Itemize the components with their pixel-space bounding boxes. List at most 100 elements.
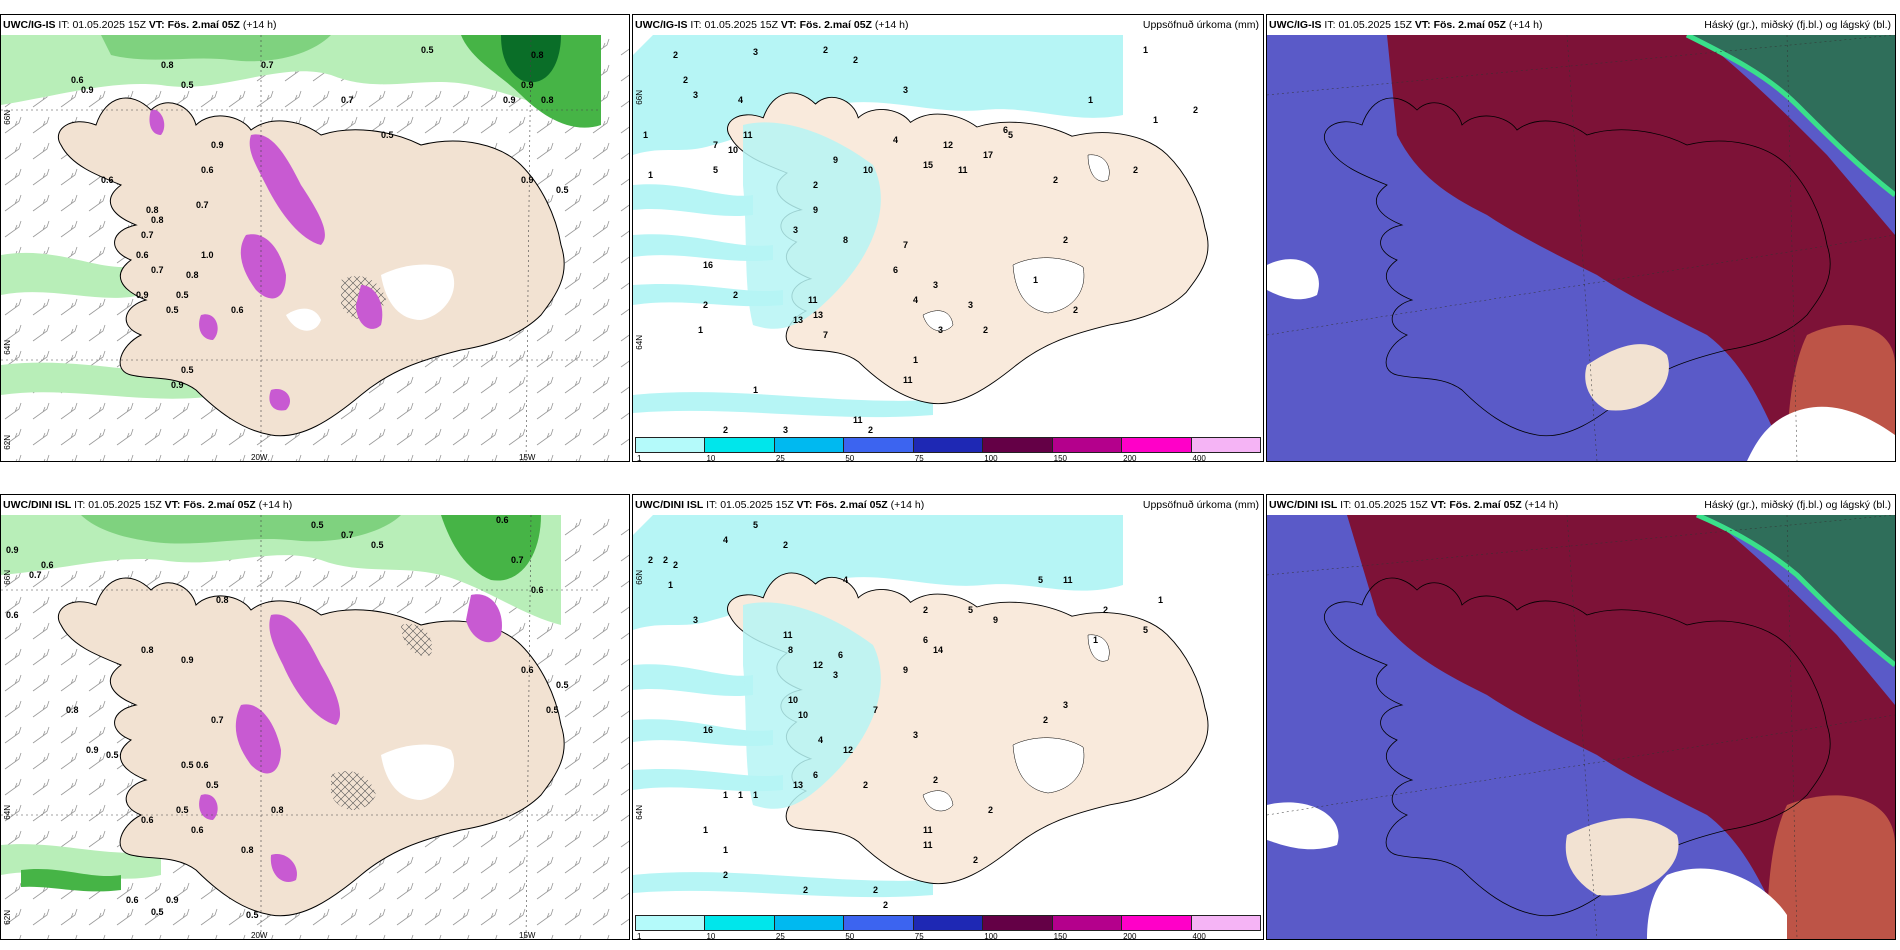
legend-swatch: 200 <box>1121 437 1191 461</box>
wind-zone-south <box>1 362 221 399</box>
it-label: IT: <box>1324 19 1336 31</box>
precip-blob-3 <box>356 285 383 329</box>
value-label: 9 <box>833 155 839 165</box>
value-label: 0.6 <box>136 250 149 260</box>
panel-top-middle: UWC/IG-IS IT: 01.05.2025 15Z VT: Fös. 2.… <box>632 14 1264 462</box>
value-label: 3 <box>938 325 944 335</box>
legend-swatch: 25 <box>773 437 844 461</box>
land-visible <box>1585 344 1669 411</box>
precip-blob-1 <box>249 134 325 245</box>
value-label: 2 <box>973 855 979 865</box>
legend-label: 25 <box>775 454 785 462</box>
value-label: 9 <box>993 615 999 625</box>
panel-bottom-left: UWC/DINI ISL IT: 01.05.2025 15Z VT: Fös.… <box>0 494 630 940</box>
value-label: 3 <box>968 300 974 310</box>
value-label: 10 <box>788 695 799 705</box>
source-label: UWC/IG-IS <box>1269 19 1322 31</box>
value-label: 7 <box>903 240 909 250</box>
legend-swatch: 75 <box>912 915 983 939</box>
value-label: 0.5 <box>181 760 194 770</box>
graticule-lon <box>260 35 532 461</box>
value-label: 2 <box>1133 165 1139 175</box>
value-label: 0.6 <box>496 515 509 525</box>
map-area: 5 2 4 2 2 3 4 2 1 2 5 6 9 14 11 10 5 3 6… <box>633 515 1263 939</box>
value-label: 3 <box>783 425 789 435</box>
value-label: 8 <box>843 235 849 245</box>
value-label: 2 <box>723 425 729 435</box>
value-label: 4 <box>818 735 824 745</box>
value-label: 1 <box>753 790 759 800</box>
lead-label: (+14 h) <box>874 19 909 31</box>
wind-zone-strongest <box>501 35 561 83</box>
value-label: 1 <box>753 385 759 395</box>
value-label: 0.9 <box>171 380 184 390</box>
value-label: 0.6 <box>101 175 114 185</box>
panel-title: UWC/DINI ISL IT: 01.05.2025 15Z VT: Fös.… <box>633 495 1263 515</box>
panel-top-right: UWC/IG-IS IT: 01.05.2025 15Z VT: Fös. 2.… <box>1266 14 1896 462</box>
legend-label: 10 <box>706 932 716 940</box>
value-label: 4 <box>723 535 729 545</box>
value-label: 2 <box>873 885 879 895</box>
legend-swatch: 150 <box>1051 915 1122 939</box>
precip-blob-4 <box>270 854 297 883</box>
precip-blob-2 <box>240 234 286 299</box>
value-label: 2 <box>933 775 939 785</box>
glacier-vatnajokull <box>381 264 455 320</box>
value-label: 0.6 <box>231 305 244 315</box>
vt-label: VT: Fös. 2.maí 05Z <box>1430 499 1522 511</box>
value-label: 0.7 <box>211 715 224 725</box>
it-value: 01.05.2025 15Z <box>704 19 778 31</box>
value-label: 4 <box>738 95 744 105</box>
value-label: 2 <box>883 900 889 910</box>
value-label: 3 <box>933 280 939 290</box>
variable-title: Háský (gr.), miðský (fj.bl.) og lágský (… <box>1704 19 1891 31</box>
value-label: 0.9 <box>521 175 534 185</box>
land-visible <box>1565 818 1679 896</box>
glaciers <box>922 154 1110 332</box>
glaciers <box>922 634 1110 812</box>
clear-sky <box>1267 259 1895 461</box>
precip-west-band <box>743 122 881 329</box>
legend-swatch: 25 <box>773 915 844 939</box>
value-label: 2 <box>923 605 929 615</box>
value-label: 0.5 <box>371 540 384 550</box>
graticule-lon <box>260 515 532 939</box>
value-label: 2 <box>803 885 809 895</box>
value-label: 1 <box>668 580 674 590</box>
legend-label: 1 <box>637 454 642 462</box>
it-value: 01.05.2025 15Z <box>1354 499 1428 511</box>
legend-swatch: 1 <box>635 915 705 939</box>
value-label: 0.9 <box>136 290 149 300</box>
value-label: 1 <box>703 825 709 835</box>
cloud-low-sea <box>1687 35 1895 195</box>
value-label: 6 <box>1003 125 1009 135</box>
value-label: 0.8 <box>541 95 554 105</box>
hatched-area <box>331 624 432 810</box>
legend-label: 50 <box>845 932 855 940</box>
value-label: 2 <box>1043 715 1049 725</box>
it-value: 01.05.2025 15Z <box>720 499 794 511</box>
value-label: 0.5 <box>556 680 569 690</box>
value-label: 2 <box>1063 235 1069 245</box>
panel-title: UWC/DINI ISL IT: 01.05.2025 15Z VT: Fös.… <box>1267 495 1895 515</box>
source-label: UWC/IG-IS <box>3 19 56 31</box>
graticule-lat <box>1 109 601 361</box>
vt-label: VT: Fös. 2.maí 05Z <box>164 499 256 511</box>
value-label: 1 <box>643 130 649 140</box>
value-label: 5 <box>753 520 759 530</box>
legend-label: 75 <box>914 932 924 940</box>
value-label: 2 <box>1073 305 1079 315</box>
graticule <box>1267 515 1895 939</box>
value-label: 0.8 <box>146 205 159 215</box>
value-label: 0.7 <box>261 60 274 70</box>
glacier-vatnajokull <box>381 744 455 800</box>
panel-title: UWC/DINI ISL IT: 01.05.2025 15Z VT: Fös.… <box>1 495 629 515</box>
precip-blob-5 <box>269 389 291 411</box>
value-label: 0.5 <box>546 705 559 715</box>
source-label: UWC/DINI ISL <box>1269 499 1338 511</box>
value-label: 0.6 <box>71 75 84 85</box>
value-label: 0.5 <box>176 290 189 300</box>
legend-label: 400 <box>1192 932 1206 940</box>
lead-label: (+14 h) <box>242 19 277 31</box>
